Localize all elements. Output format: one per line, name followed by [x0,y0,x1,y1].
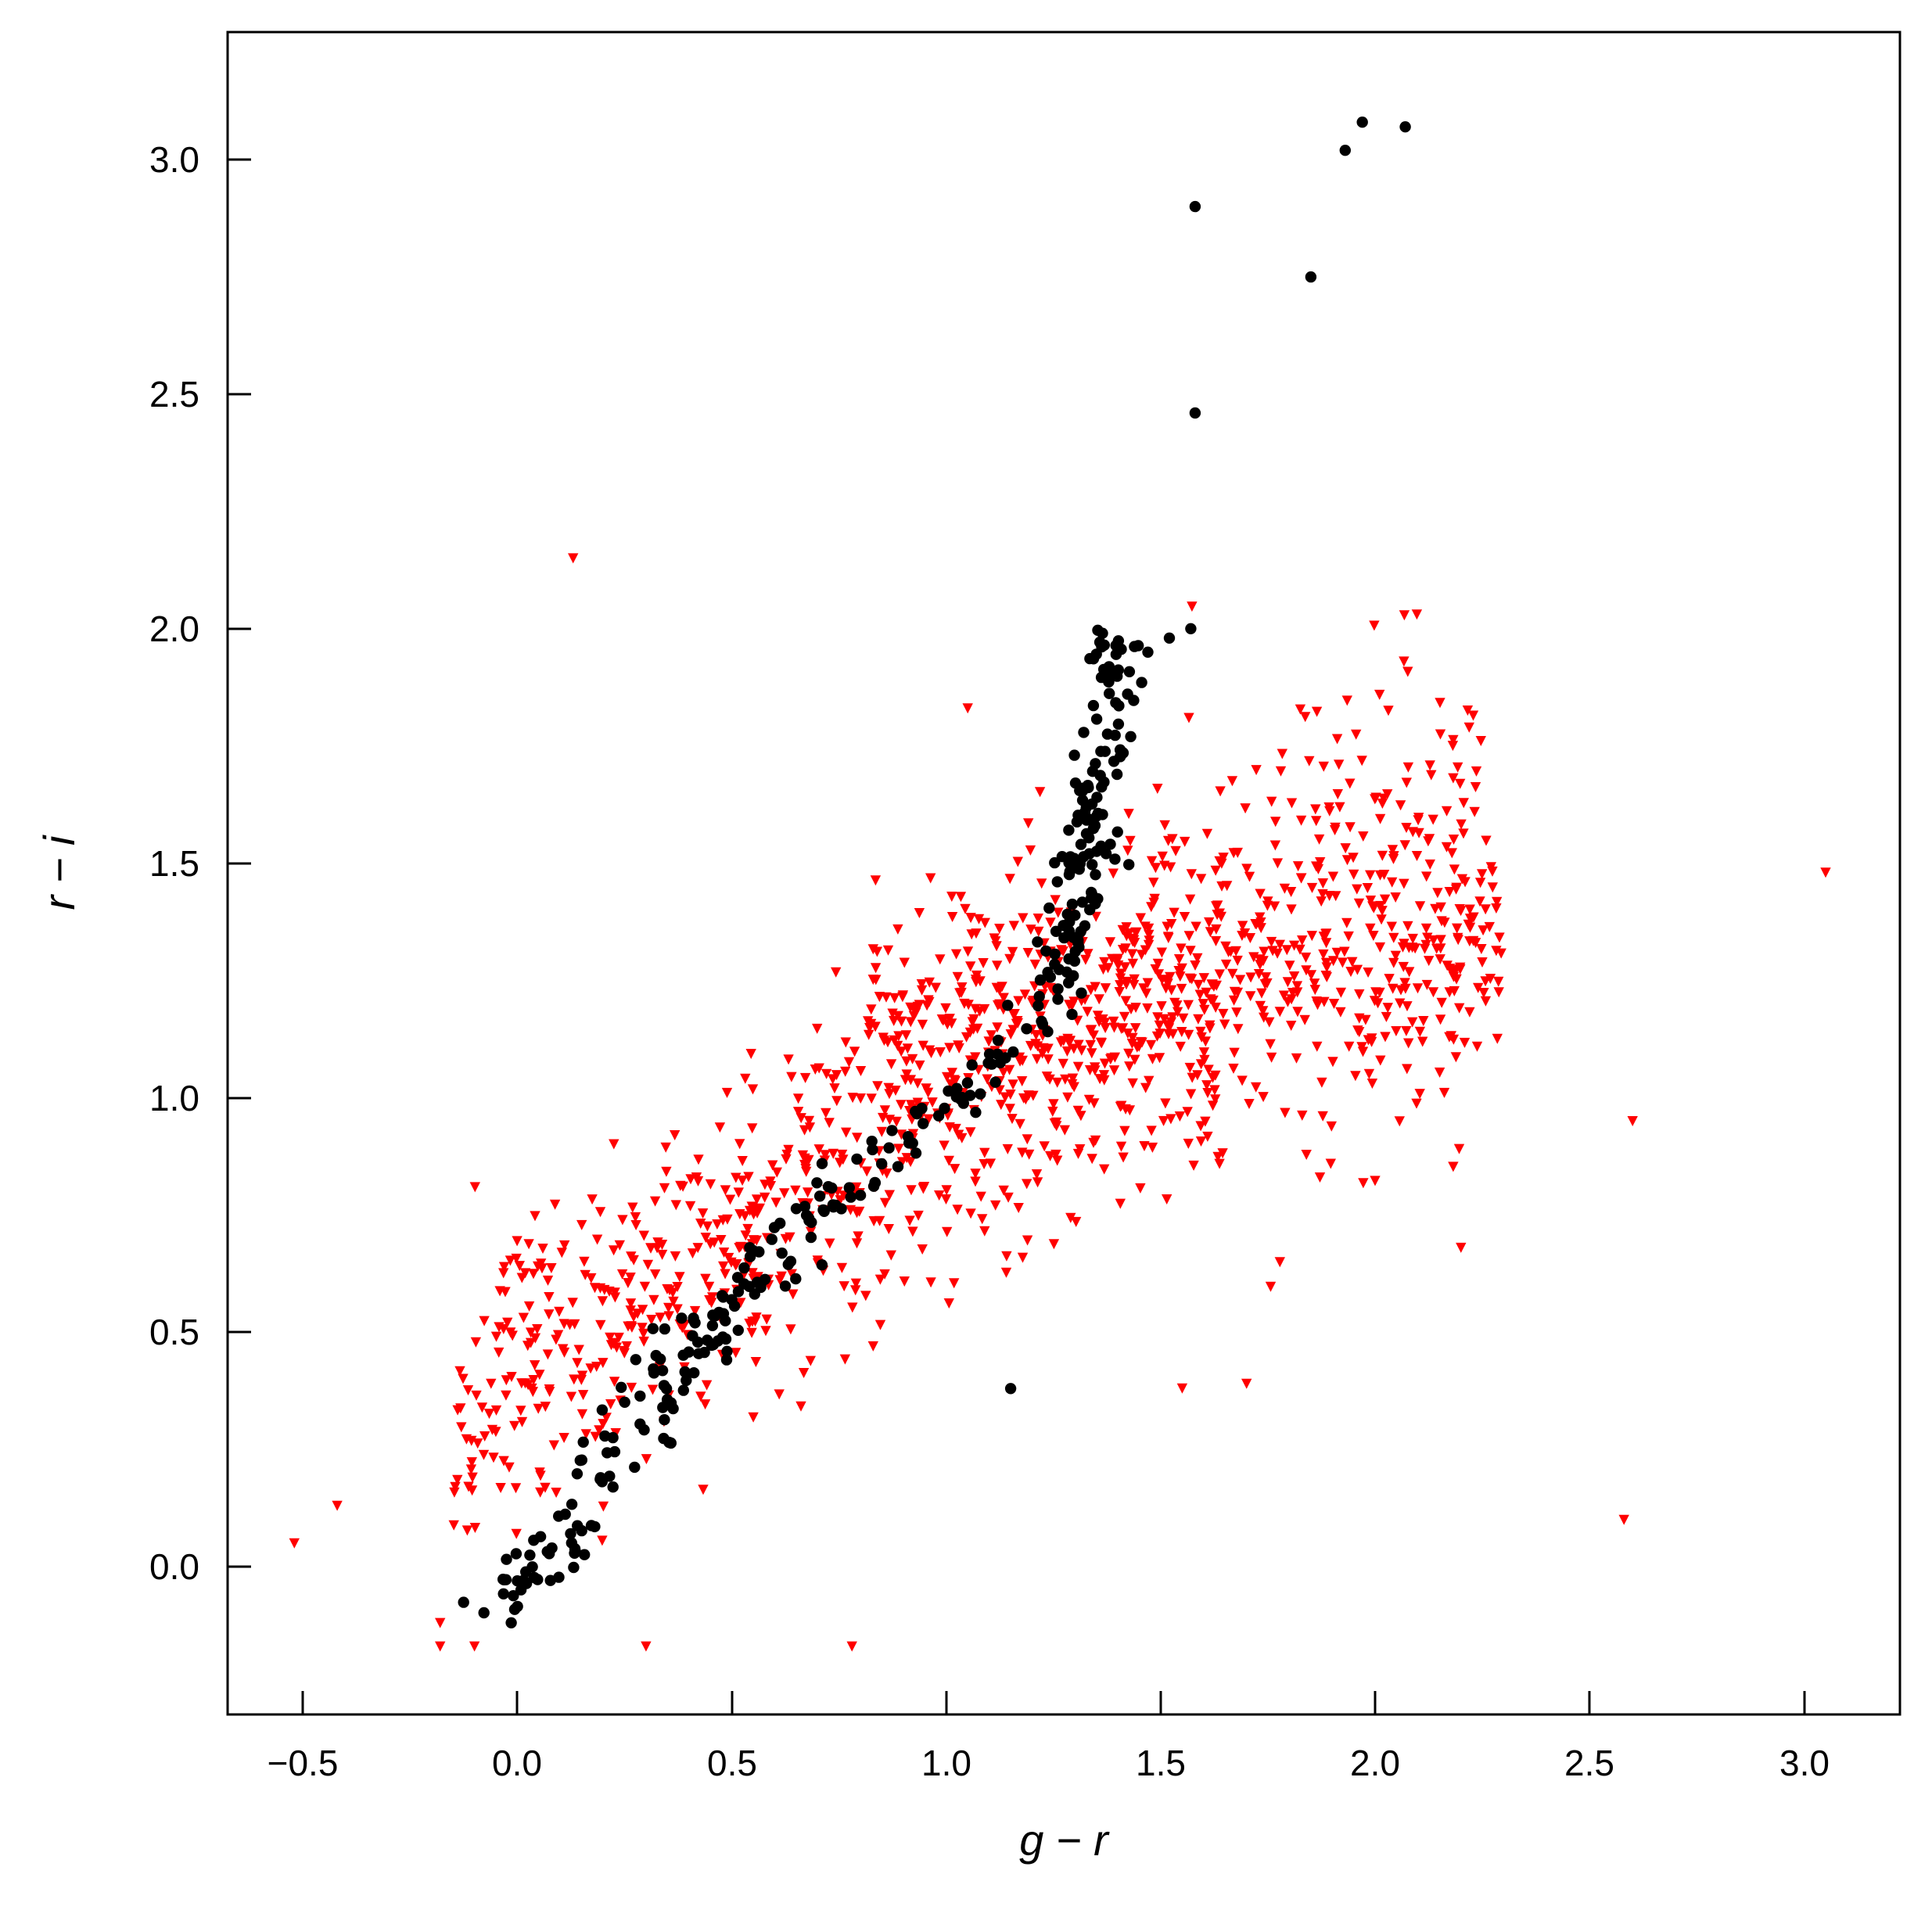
svg-text:0.5: 0.5 [149,1312,199,1352]
svg-text:1.0: 1.0 [149,1078,199,1118]
svg-text:2.0: 2.0 [1350,1743,1400,1783]
svg-text:0.5: 0.5 [707,1743,757,1783]
svg-text:2.5: 2.5 [1564,1743,1614,1783]
svg-text:2.0: 2.0 [149,609,199,649]
svg-text:1.5: 1.5 [149,843,199,884]
svg-text:g − r: g − r [1019,1815,1110,1865]
svg-text:1.0: 1.0 [921,1743,971,1783]
svg-text:r − i: r − i [34,835,84,910]
svg-text:3.0: 3.0 [1779,1743,1830,1783]
svg-text:2.5: 2.5 [149,374,199,415]
svg-text:−0.5: −0.5 [268,1743,339,1783]
svg-text:0.0: 0.0 [149,1546,199,1587]
svg-text:0.0: 0.0 [492,1743,542,1783]
svg-text:1.5: 1.5 [1136,1743,1186,1783]
svg-text:3.0: 3.0 [149,139,199,180]
